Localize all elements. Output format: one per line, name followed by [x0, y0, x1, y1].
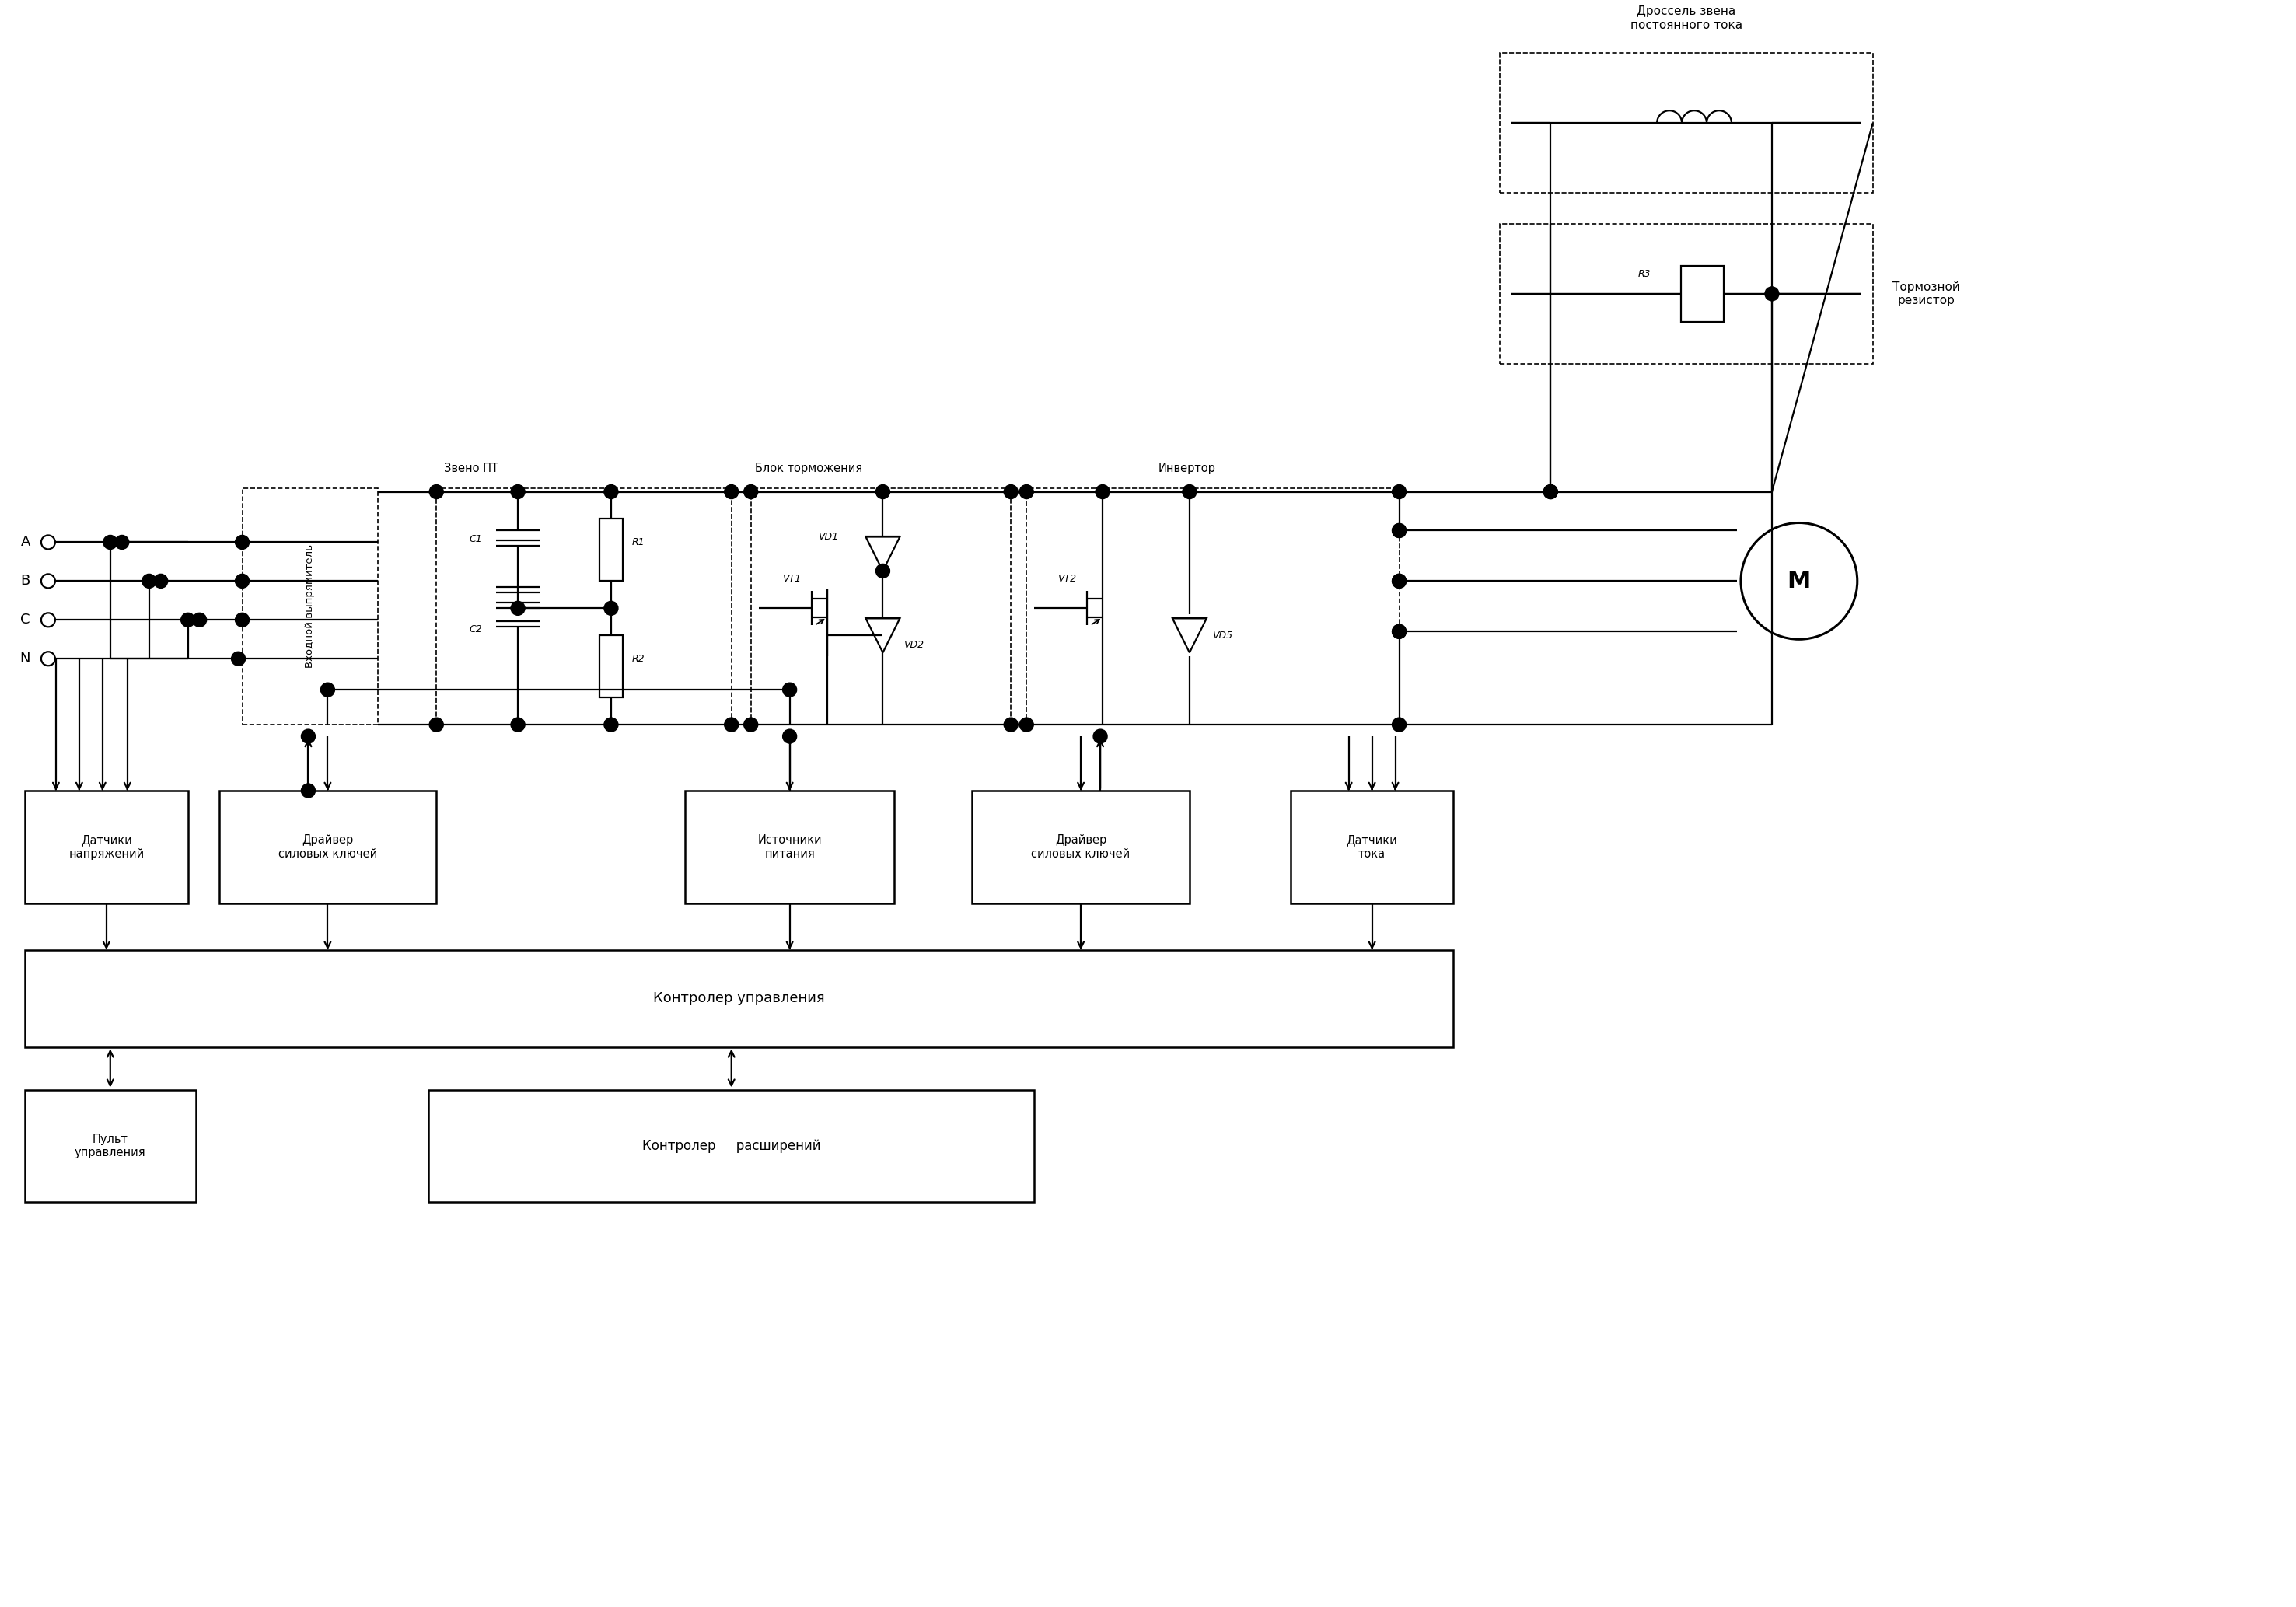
Bar — [1499, 53, 1874, 193]
Text: Контролер управления: Контролер управления — [654, 992, 824, 1006]
Circle shape — [1003, 485, 1017, 498]
Circle shape — [1391, 485, 1405, 498]
Circle shape — [1391, 718, 1405, 731]
Text: C1: C1 — [468, 535, 482, 545]
Bar — [25, 1090, 195, 1202]
Bar — [1290, 791, 1453, 903]
Bar — [243, 489, 379, 725]
Circle shape — [1391, 524, 1405, 538]
Bar — [218, 791, 436, 903]
Circle shape — [1003, 718, 1017, 731]
Circle shape — [142, 574, 156, 588]
Bar — [971, 791, 1189, 903]
Circle shape — [1182, 485, 1196, 498]
Circle shape — [103, 535, 117, 550]
Circle shape — [1093, 730, 1107, 744]
Circle shape — [512, 718, 526, 731]
Circle shape — [234, 535, 250, 550]
Text: Пульт
управления: Пульт управления — [76, 1133, 147, 1159]
Circle shape — [1391, 524, 1405, 538]
Circle shape — [234, 574, 250, 588]
Circle shape — [1766, 286, 1779, 301]
Text: R2: R2 — [631, 654, 645, 664]
Bar — [25, 950, 1453, 1046]
Text: Блок торможения: Блок торможения — [755, 463, 863, 474]
Bar — [429, 1090, 1033, 1202]
Text: VT1: VT1 — [783, 574, 801, 583]
Circle shape — [1391, 625, 1405, 638]
Text: C2: C2 — [468, 624, 482, 635]
Text: R3: R3 — [1637, 270, 1651, 280]
Circle shape — [726, 718, 739, 731]
Circle shape — [1543, 485, 1557, 498]
Text: N: N — [21, 652, 30, 665]
Text: Звено ПТ: Звено ПТ — [443, 463, 498, 474]
Bar — [751, 489, 1010, 725]
Text: M: M — [1786, 570, 1812, 593]
Bar — [436, 489, 732, 725]
Circle shape — [604, 601, 618, 615]
Circle shape — [604, 718, 618, 731]
Text: Драйвер
силовых ключей: Драйвер силовых ключей — [278, 834, 377, 860]
Text: Контролер     расширений: Контролер расширений — [643, 1139, 820, 1152]
Text: VT2: VT2 — [1058, 574, 1077, 583]
Text: Тормозной
резистор: Тормозной резистор — [1892, 281, 1961, 307]
Bar — [599, 519, 622, 582]
Circle shape — [783, 730, 797, 744]
Circle shape — [1391, 574, 1405, 588]
Bar — [25, 791, 188, 903]
Bar — [1681, 265, 1724, 321]
Circle shape — [301, 784, 315, 797]
Circle shape — [429, 485, 443, 498]
Circle shape — [234, 612, 250, 627]
Circle shape — [783, 683, 797, 697]
Circle shape — [875, 564, 891, 579]
Circle shape — [875, 485, 891, 498]
Circle shape — [1391, 574, 1405, 588]
Text: VD1: VD1 — [817, 532, 838, 542]
Circle shape — [181, 612, 195, 627]
Text: Входной выпрямитель: Входной выпрямитель — [305, 545, 315, 669]
Text: Источники
питания: Источники питания — [758, 834, 822, 860]
Circle shape — [301, 730, 315, 744]
Circle shape — [604, 485, 618, 498]
Text: B: B — [21, 574, 30, 588]
Circle shape — [193, 612, 207, 627]
Circle shape — [1095, 485, 1109, 498]
Circle shape — [1019, 718, 1033, 731]
Circle shape — [512, 485, 526, 498]
Text: A: A — [21, 535, 30, 550]
Text: Датчики
тока: Датчики тока — [1345, 834, 1398, 860]
Circle shape — [726, 485, 739, 498]
Bar — [1499, 223, 1874, 363]
Text: Датчики
напряжений: Датчики напряжений — [69, 834, 145, 860]
Text: VD5: VD5 — [1212, 630, 1233, 641]
Text: C: C — [21, 612, 30, 627]
Circle shape — [154, 574, 168, 588]
Circle shape — [321, 683, 335, 697]
Text: Драйвер
силовых ключей: Драйвер силовых ключей — [1031, 834, 1130, 860]
Bar — [1026, 489, 1398, 725]
Text: Дроссель звена
постоянного тока: Дроссель звена постоянного тока — [1630, 5, 1743, 31]
Circle shape — [429, 718, 443, 731]
Circle shape — [232, 652, 246, 665]
Text: Инвертор: Инвертор — [1159, 463, 1217, 474]
Circle shape — [1019, 485, 1033, 498]
Bar — [684, 791, 895, 903]
Circle shape — [744, 485, 758, 498]
Circle shape — [115, 535, 129, 550]
Bar — [599, 635, 622, 697]
Text: VD2: VD2 — [905, 640, 923, 649]
Circle shape — [1391, 625, 1405, 638]
Text: R1: R1 — [631, 537, 645, 548]
Circle shape — [1543, 485, 1557, 498]
Circle shape — [744, 718, 758, 731]
Circle shape — [512, 601, 526, 615]
